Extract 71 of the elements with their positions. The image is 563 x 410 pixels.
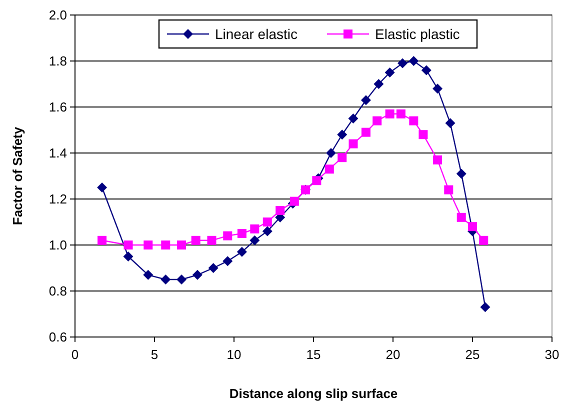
point <box>177 240 186 250</box>
point <box>456 168 466 179</box>
point <box>445 118 456 128</box>
point <box>360 95 371 106</box>
point <box>208 263 218 273</box>
y-tick-label: 1.4 <box>48 146 67 161</box>
legend-label: Elastic plastic <box>375 26 460 42</box>
point <box>338 153 347 162</box>
point <box>160 274 171 284</box>
point <box>250 235 260 246</box>
point <box>337 130 348 140</box>
point <box>324 164 334 174</box>
y-tick-label: 1.6 <box>48 100 67 115</box>
point <box>480 302 490 312</box>
point <box>348 114 358 124</box>
y-axis-title: Factor of Safety <box>10 126 25 226</box>
point <box>191 236 200 245</box>
point <box>290 196 299 206</box>
point <box>123 252 134 262</box>
point <box>207 236 216 245</box>
point <box>176 274 187 284</box>
y-tick-label: 1.0 <box>48 238 67 253</box>
point <box>418 130 428 140</box>
point <box>161 240 170 250</box>
point <box>326 148 336 158</box>
y-tick-label: 2.0 <box>48 8 67 23</box>
point <box>98 236 107 245</box>
point <box>124 240 133 250</box>
point <box>421 65 432 76</box>
x-tick-label: 25 <box>465 347 480 362</box>
x-tick-label: 0 <box>71 347 79 362</box>
point <box>192 270 202 280</box>
point <box>384 68 395 78</box>
x-tick-label: 15 <box>306 347 321 362</box>
point <box>236 246 247 257</box>
y-tick-label: 1.8 <box>48 54 67 69</box>
point <box>432 84 443 94</box>
x-tick-label: 30 <box>544 347 560 362</box>
legend-label: Linear elastic <box>215 26 298 42</box>
point <box>97 182 108 192</box>
point <box>144 240 153 250</box>
point <box>374 79 384 89</box>
point <box>398 58 408 68</box>
point <box>433 155 442 164</box>
point <box>468 222 477 232</box>
point <box>385 109 394 118</box>
point <box>237 229 246 238</box>
x-axis-title: Distance along slip surface <box>229 386 398 401</box>
point <box>361 128 370 137</box>
point <box>396 109 406 118</box>
y-tick-label: 0.8 <box>48 284 67 299</box>
point <box>262 218 272 226</box>
point <box>372 116 382 126</box>
point <box>223 231 232 240</box>
point <box>409 116 418 126</box>
x-tick-label: 10 <box>226 347 242 362</box>
point <box>222 256 233 266</box>
point <box>143 270 154 280</box>
point <box>348 139 358 148</box>
point <box>479 236 488 245</box>
point <box>408 56 419 66</box>
point <box>312 176 322 186</box>
point <box>250 224 260 234</box>
point <box>456 212 466 222</box>
x-tick-label: 5 <box>150 347 158 362</box>
point <box>276 206 285 215</box>
x-tick-label: 20 <box>386 347 400 362</box>
y-tick-label: 0.6 <box>48 330 67 345</box>
y-tick-label: 1.2 <box>48 192 67 207</box>
point <box>262 226 272 236</box>
point <box>444 185 454 194</box>
